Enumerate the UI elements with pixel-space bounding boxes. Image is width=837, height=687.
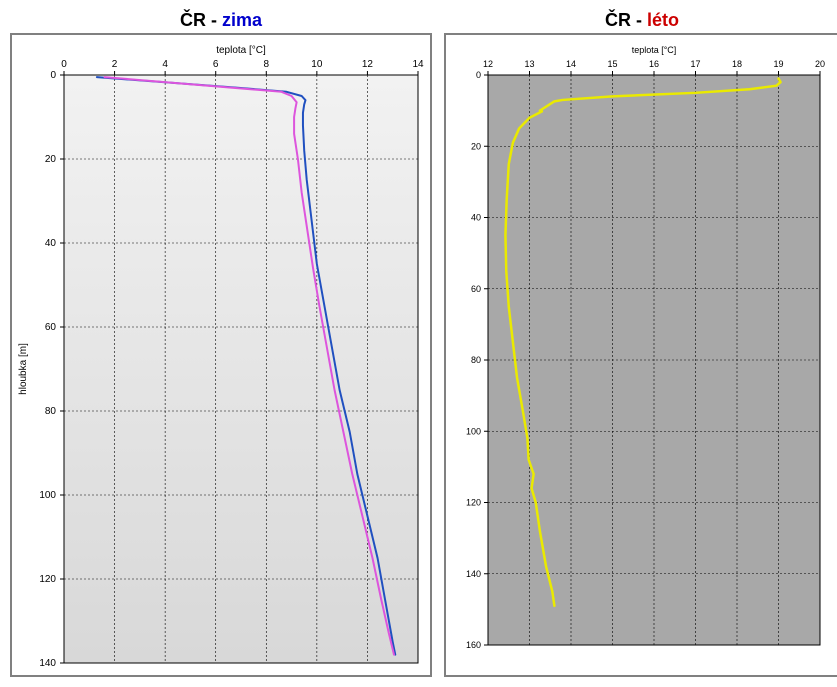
svg-text:8: 8 xyxy=(264,59,270,70)
svg-text:teplota [°C]: teplota [°C] xyxy=(216,45,266,56)
left-title: ČR - zima xyxy=(10,10,432,31)
svg-text:4: 4 xyxy=(162,59,168,70)
svg-text:17: 17 xyxy=(690,59,700,69)
svg-text:19: 19 xyxy=(773,59,783,69)
svg-text:0: 0 xyxy=(476,70,481,80)
svg-text:teplota [°C]: teplota [°C] xyxy=(632,45,677,55)
svg-text:120: 120 xyxy=(466,498,481,508)
svg-text:40: 40 xyxy=(45,238,57,249)
svg-text:18: 18 xyxy=(732,59,742,69)
charts-container: ČR - zima teplota [°C] hloubka [m] 0 2 4 6 8 10… xyxy=(10,10,827,677)
right-chart-svg: teplota [°C] 12 13 14 15 16 17 18 19 20 0 20 40 60 80 1… xyxy=(446,35,837,675)
svg-text:60: 60 xyxy=(471,284,481,294)
svg-text:20: 20 xyxy=(815,59,825,69)
svg-text:12: 12 xyxy=(483,59,493,69)
right-title-season: léto xyxy=(647,10,679,30)
svg-text:6: 6 xyxy=(213,59,219,70)
svg-text:80: 80 xyxy=(471,355,481,365)
svg-text:20: 20 xyxy=(471,141,481,151)
svg-text:140: 140 xyxy=(466,569,481,579)
left-chart-svg: teplota [°C]hloubka [m]02468101214020406… xyxy=(12,35,430,675)
right-title: ČR - léto xyxy=(444,10,837,31)
left-chart-panel: teplota [°C]hloubka [m]02468101214020406… xyxy=(10,33,432,677)
svg-text:2: 2 xyxy=(112,59,118,70)
svg-text:120: 120 xyxy=(39,574,56,585)
svg-text:60: 60 xyxy=(45,322,57,333)
left-title-prefix: ČR - xyxy=(180,10,222,30)
svg-text:14: 14 xyxy=(566,59,576,69)
svg-text:10: 10 xyxy=(311,59,323,70)
svg-text:140: 140 xyxy=(39,658,56,669)
svg-text:160: 160 xyxy=(466,640,481,650)
left-title-season: zima xyxy=(222,10,262,30)
svg-text:100: 100 xyxy=(466,426,481,436)
svg-text:0: 0 xyxy=(50,70,56,81)
left-column: ČR - zima teplota [°C] hloubka [m] 0 2 4 6 8 10… xyxy=(10,10,432,677)
svg-text:16: 16 xyxy=(649,59,659,69)
svg-text:14: 14 xyxy=(412,59,424,70)
right-column: ČR - léto teplota [°C] 12 13 14 15 16 17 18 19 20… xyxy=(444,10,837,677)
svg-text:15: 15 xyxy=(607,59,617,69)
svg-text:80: 80 xyxy=(45,406,57,417)
svg-text:40: 40 xyxy=(471,213,481,223)
svg-text:0: 0 xyxy=(61,59,67,70)
right-chart-panel: teplota [°C] 12 13 14 15 16 17 18 19 20 0 20 40 60 80 1… xyxy=(444,33,837,677)
svg-text:12: 12 xyxy=(362,59,374,70)
svg-text:20: 20 xyxy=(45,154,57,165)
svg-text:hloubka [m]: hloubka [m] xyxy=(18,343,29,395)
right-title-prefix: ČR - xyxy=(605,10,647,30)
svg-text:100: 100 xyxy=(39,490,56,501)
svg-text:13: 13 xyxy=(524,59,534,69)
